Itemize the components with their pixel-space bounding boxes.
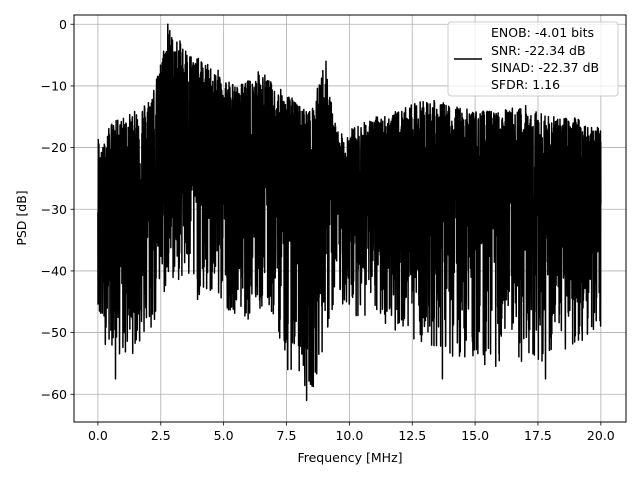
y-tick-label: −60 [41, 387, 67, 402]
x-tick-label: 7.5 [277, 428, 297, 443]
x-tick-label: 17.5 [524, 428, 552, 443]
y-tick-label: 0 [59, 17, 67, 32]
legend-line-sinad: SINAD: -22.37 dB [491, 60, 599, 75]
legend-line-enob: ENOB: -4.01 bits [491, 25, 594, 40]
plot-frame [73, 14, 627, 423]
x-axis-ticks: 0.0 2.5 5.0 7.5 10.0 12.5 15.0 17.5 20.0 [88, 422, 615, 443]
x-tick-label: 20.0 [587, 428, 615, 443]
x-tick-label: 5.0 [214, 428, 234, 443]
x-tick-label: 15.0 [461, 428, 489, 443]
y-axis-label: PSD [dB] [14, 190, 29, 245]
x-tick-label: 0.0 [88, 428, 108, 443]
y-tick-label: −50 [41, 325, 67, 340]
legend-box [447, 21, 619, 97]
x-tick-label: 2.5 [151, 428, 171, 443]
y-tick-label: −20 [41, 140, 67, 155]
x-tick-label: 10.0 [335, 428, 363, 443]
psd-series-line [97, 23, 602, 402]
y-tick-label: −40 [41, 263, 67, 278]
y-axis-ticks: 0 −10 −20 −30 −40 −50 −60 [41, 17, 74, 402]
legend-line-sfdr: SFDR: 1.16 [491, 77, 560, 92]
legend-line-snr: SNR: -22.34 dB [491, 43, 586, 58]
x-tick-label: 12.5 [398, 428, 426, 443]
y-tick-label: −30 [41, 202, 67, 217]
y-tick-label: −10 [41, 78, 67, 93]
legend: ENOB: -4.01 bits SNR: -22.34 dB SINAD: -… [447, 21, 619, 97]
x-axis-label: Frequency [MHz] [297, 450, 402, 465]
